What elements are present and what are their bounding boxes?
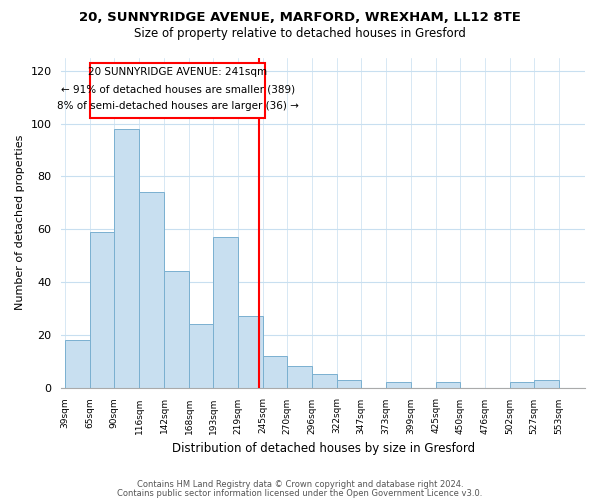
FancyBboxPatch shape	[90, 63, 265, 118]
Bar	[139, 192, 164, 388]
Bar	[287, 366, 312, 388]
Bar	[238, 316, 263, 388]
Bar	[436, 382, 460, 388]
X-axis label: Distribution of detached houses by size in Gresford: Distribution of detached houses by size …	[172, 442, 475, 455]
Text: 8% of semi-detached houses are larger (36) →: 8% of semi-detached houses are larger (3…	[57, 102, 299, 112]
Text: 20, SUNNYRIDGE AVENUE, MARFORD, WREXHAM, LL12 8TE: 20, SUNNYRIDGE AVENUE, MARFORD, WREXHAM,…	[79, 11, 521, 24]
Bar	[510, 382, 534, 388]
Bar	[312, 374, 337, 388]
Text: ← 91% of detached houses are smaller (389): ← 91% of detached houses are smaller (38…	[61, 84, 295, 94]
Text: 20 SUNNYRIDGE AVENUE: 241sqm: 20 SUNNYRIDGE AVENUE: 241sqm	[88, 67, 267, 77]
Text: Contains HM Land Registry data © Crown copyright and database right 2024.: Contains HM Land Registry data © Crown c…	[137, 480, 463, 489]
Bar	[213, 237, 238, 388]
Bar	[65, 340, 90, 388]
Bar	[114, 129, 139, 388]
Bar	[534, 380, 559, 388]
Text: Size of property relative to detached houses in Gresford: Size of property relative to detached ho…	[134, 28, 466, 40]
Bar	[90, 232, 114, 388]
Bar	[337, 380, 361, 388]
Bar	[263, 356, 287, 388]
Bar	[189, 324, 213, 388]
Bar	[164, 272, 189, 388]
Y-axis label: Number of detached properties: Number of detached properties	[15, 135, 25, 310]
Bar	[386, 382, 411, 388]
Text: Contains public sector information licensed under the Open Government Licence v3: Contains public sector information licen…	[118, 488, 482, 498]
